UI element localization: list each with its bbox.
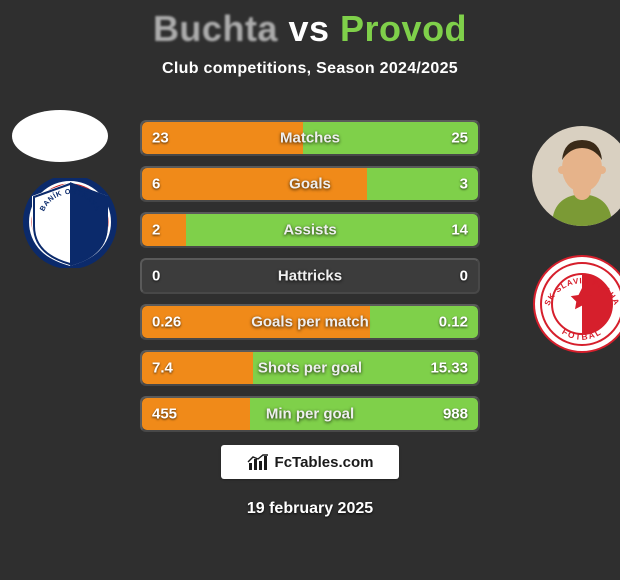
player2-club-crest: SK SLAVIA PRAHA FOTBAL	[532, 254, 620, 354]
stats-table: 2325Matches63Goals214Assists00Hattricks0…	[140, 120, 480, 442]
stat-value-left: 6	[152, 176, 160, 193]
brand-text: FcTables.com	[275, 454, 374, 471]
stat-row: 2 14 Assists	[140, 212, 480, 248]
stat-row: 0.26 0.12 Goals per match	[140, 304, 480, 340]
stat-value-left: 455	[152, 406, 177, 423]
title-vs: vs	[288, 8, 329, 49]
stat-value-left: 7.4	[152, 360, 173, 377]
stat-value-left: 23	[152, 130, 169, 147]
stat-value-left: 2	[152, 222, 160, 239]
stat-value-right: 0	[460, 268, 468, 285]
title-player2: Provod	[340, 8, 467, 49]
stat-label: Goals	[289, 176, 331, 193]
stat-row: 6 3 Goals	[140, 166, 480, 202]
stat-value-right: 3	[460, 176, 468, 193]
stat-label: Shots per goal	[258, 360, 362, 377]
player2-photo	[532, 126, 620, 226]
chart-icon	[247, 453, 269, 471]
stat-row: 23 25 Matches	[140, 120, 480, 156]
stat-label: Min per goal	[266, 406, 354, 423]
stat-value-right: 988	[443, 406, 468, 423]
stat-value-left: 0	[152, 268, 160, 285]
player1-club-crest: BANÍK OSTRAVA	[22, 178, 118, 268]
stat-value-right: 0.12	[439, 314, 468, 331]
player1-photo	[12, 110, 108, 162]
stat-row: 455 988 Min per goal	[140, 396, 480, 432]
stat-value-right: 25	[451, 130, 468, 147]
stat-label: Matches	[280, 130, 340, 147]
stat-fill-left	[142, 168, 367, 200]
stat-label: Assists	[283, 222, 336, 239]
stat-label: Hattricks	[278, 268, 342, 285]
stat-label: Goals per match	[251, 314, 369, 331]
stat-value-right: 14	[451, 222, 468, 239]
subtitle: Club competitions, Season 2024/2025	[0, 60, 620, 78]
stat-fill-left	[142, 214, 186, 246]
stat-row: 7.4 15.33 Shots per goal	[140, 350, 480, 386]
stat-value-right: 15.33	[430, 360, 468, 377]
brand-badge[interactable]: FcTables.com	[221, 445, 399, 479]
title-player1: Buchta	[153, 8, 278, 49]
footer-date: 19 february 2025	[247, 500, 373, 518]
stat-value-left: 0.26	[152, 314, 181, 331]
stat-row: 0 0 Hattricks	[140, 258, 480, 294]
page-title: Buchta vs Provod	[0, 0, 620, 50]
